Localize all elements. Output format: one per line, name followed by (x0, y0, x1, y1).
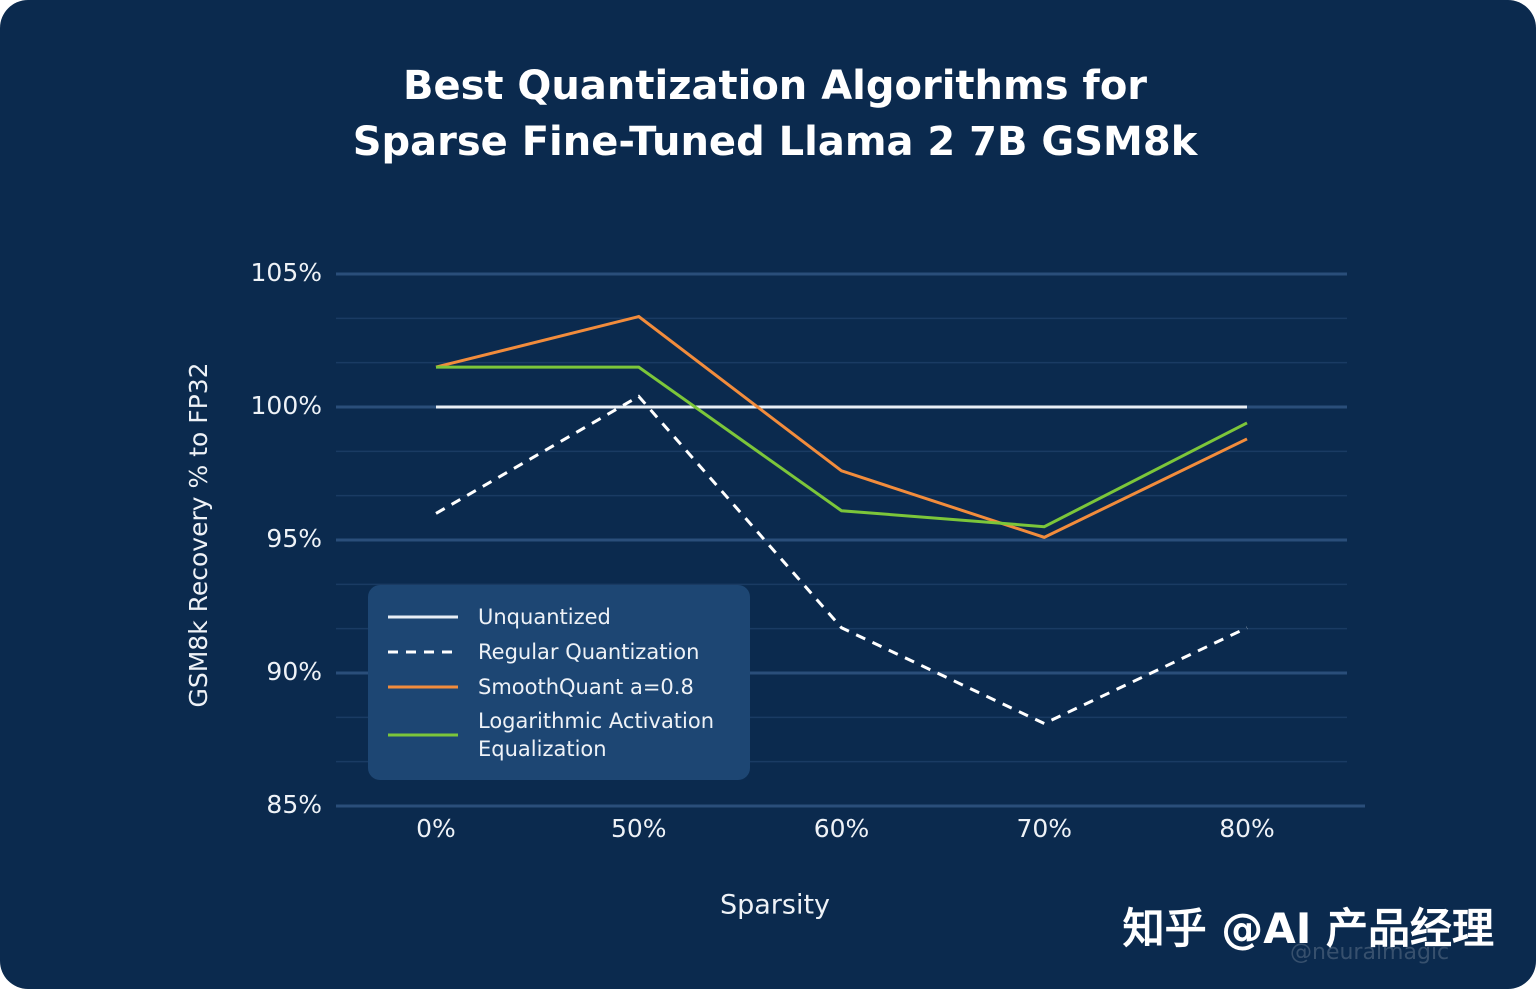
y-tick-label: 100% (251, 391, 322, 420)
y-tick-label: 90% (266, 657, 322, 686)
watermark: 知乎 @AI 产品经理 (1122, 904, 1494, 953)
series-line (436, 365, 1248, 529)
x-axis-label: Sparsity (720, 890, 830, 921)
series-line (435, 314, 1248, 539)
x-tick-label: 0% (416, 814, 456, 843)
y-axis-label: GSM8k Recovery % to FP32 (184, 362, 213, 707)
y-tick-label: 85% (266, 790, 322, 819)
legend-item: Logarithmic Activation Equalization (388, 707, 728, 763)
x-tick-label: 70% (1016, 814, 1072, 843)
legend-label: Logarithmic Activation Equalization (478, 709, 715, 761)
legend-item: Unquantized (388, 603, 611, 631)
x-tick-label: 80% (1219, 814, 1275, 843)
x-tick-label: 60% (814, 814, 870, 843)
legend-swatch (388, 685, 458, 689)
x-tick-label: 50% (611, 814, 667, 843)
chart-title: Best Quantization Algorithms for Sparse … (352, 63, 1198, 165)
legend-item: SmoothQuant a=0.8 (388, 673, 694, 701)
y-tick-label: 105% (251, 258, 322, 287)
legend-label: Regular Quantization (478, 640, 700, 664)
legend-label: Unquantized (478, 605, 611, 629)
series-line (435, 394, 1248, 726)
watermark-sub: @neuralmagic (1290, 940, 1450, 965)
legend-label: SmoothQuant a=0.8 (478, 675, 694, 699)
legend: Unquantized Regular Quantization SmoothQua… (368, 585, 750, 780)
legend-swatch (388, 650, 458, 654)
legend-swatch (388, 615, 458, 619)
y-tick-label: 95% (266, 524, 322, 553)
legend-swatch (388, 733, 458, 737)
legend-item: Regular Quantization (388, 638, 699, 666)
